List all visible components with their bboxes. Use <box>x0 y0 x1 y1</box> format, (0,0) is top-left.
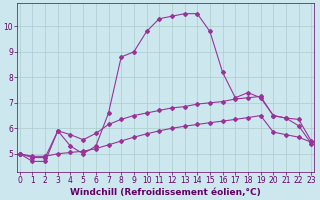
X-axis label: Windchill (Refroidissement éolien,°C): Windchill (Refroidissement éolien,°C) <box>70 188 261 197</box>
